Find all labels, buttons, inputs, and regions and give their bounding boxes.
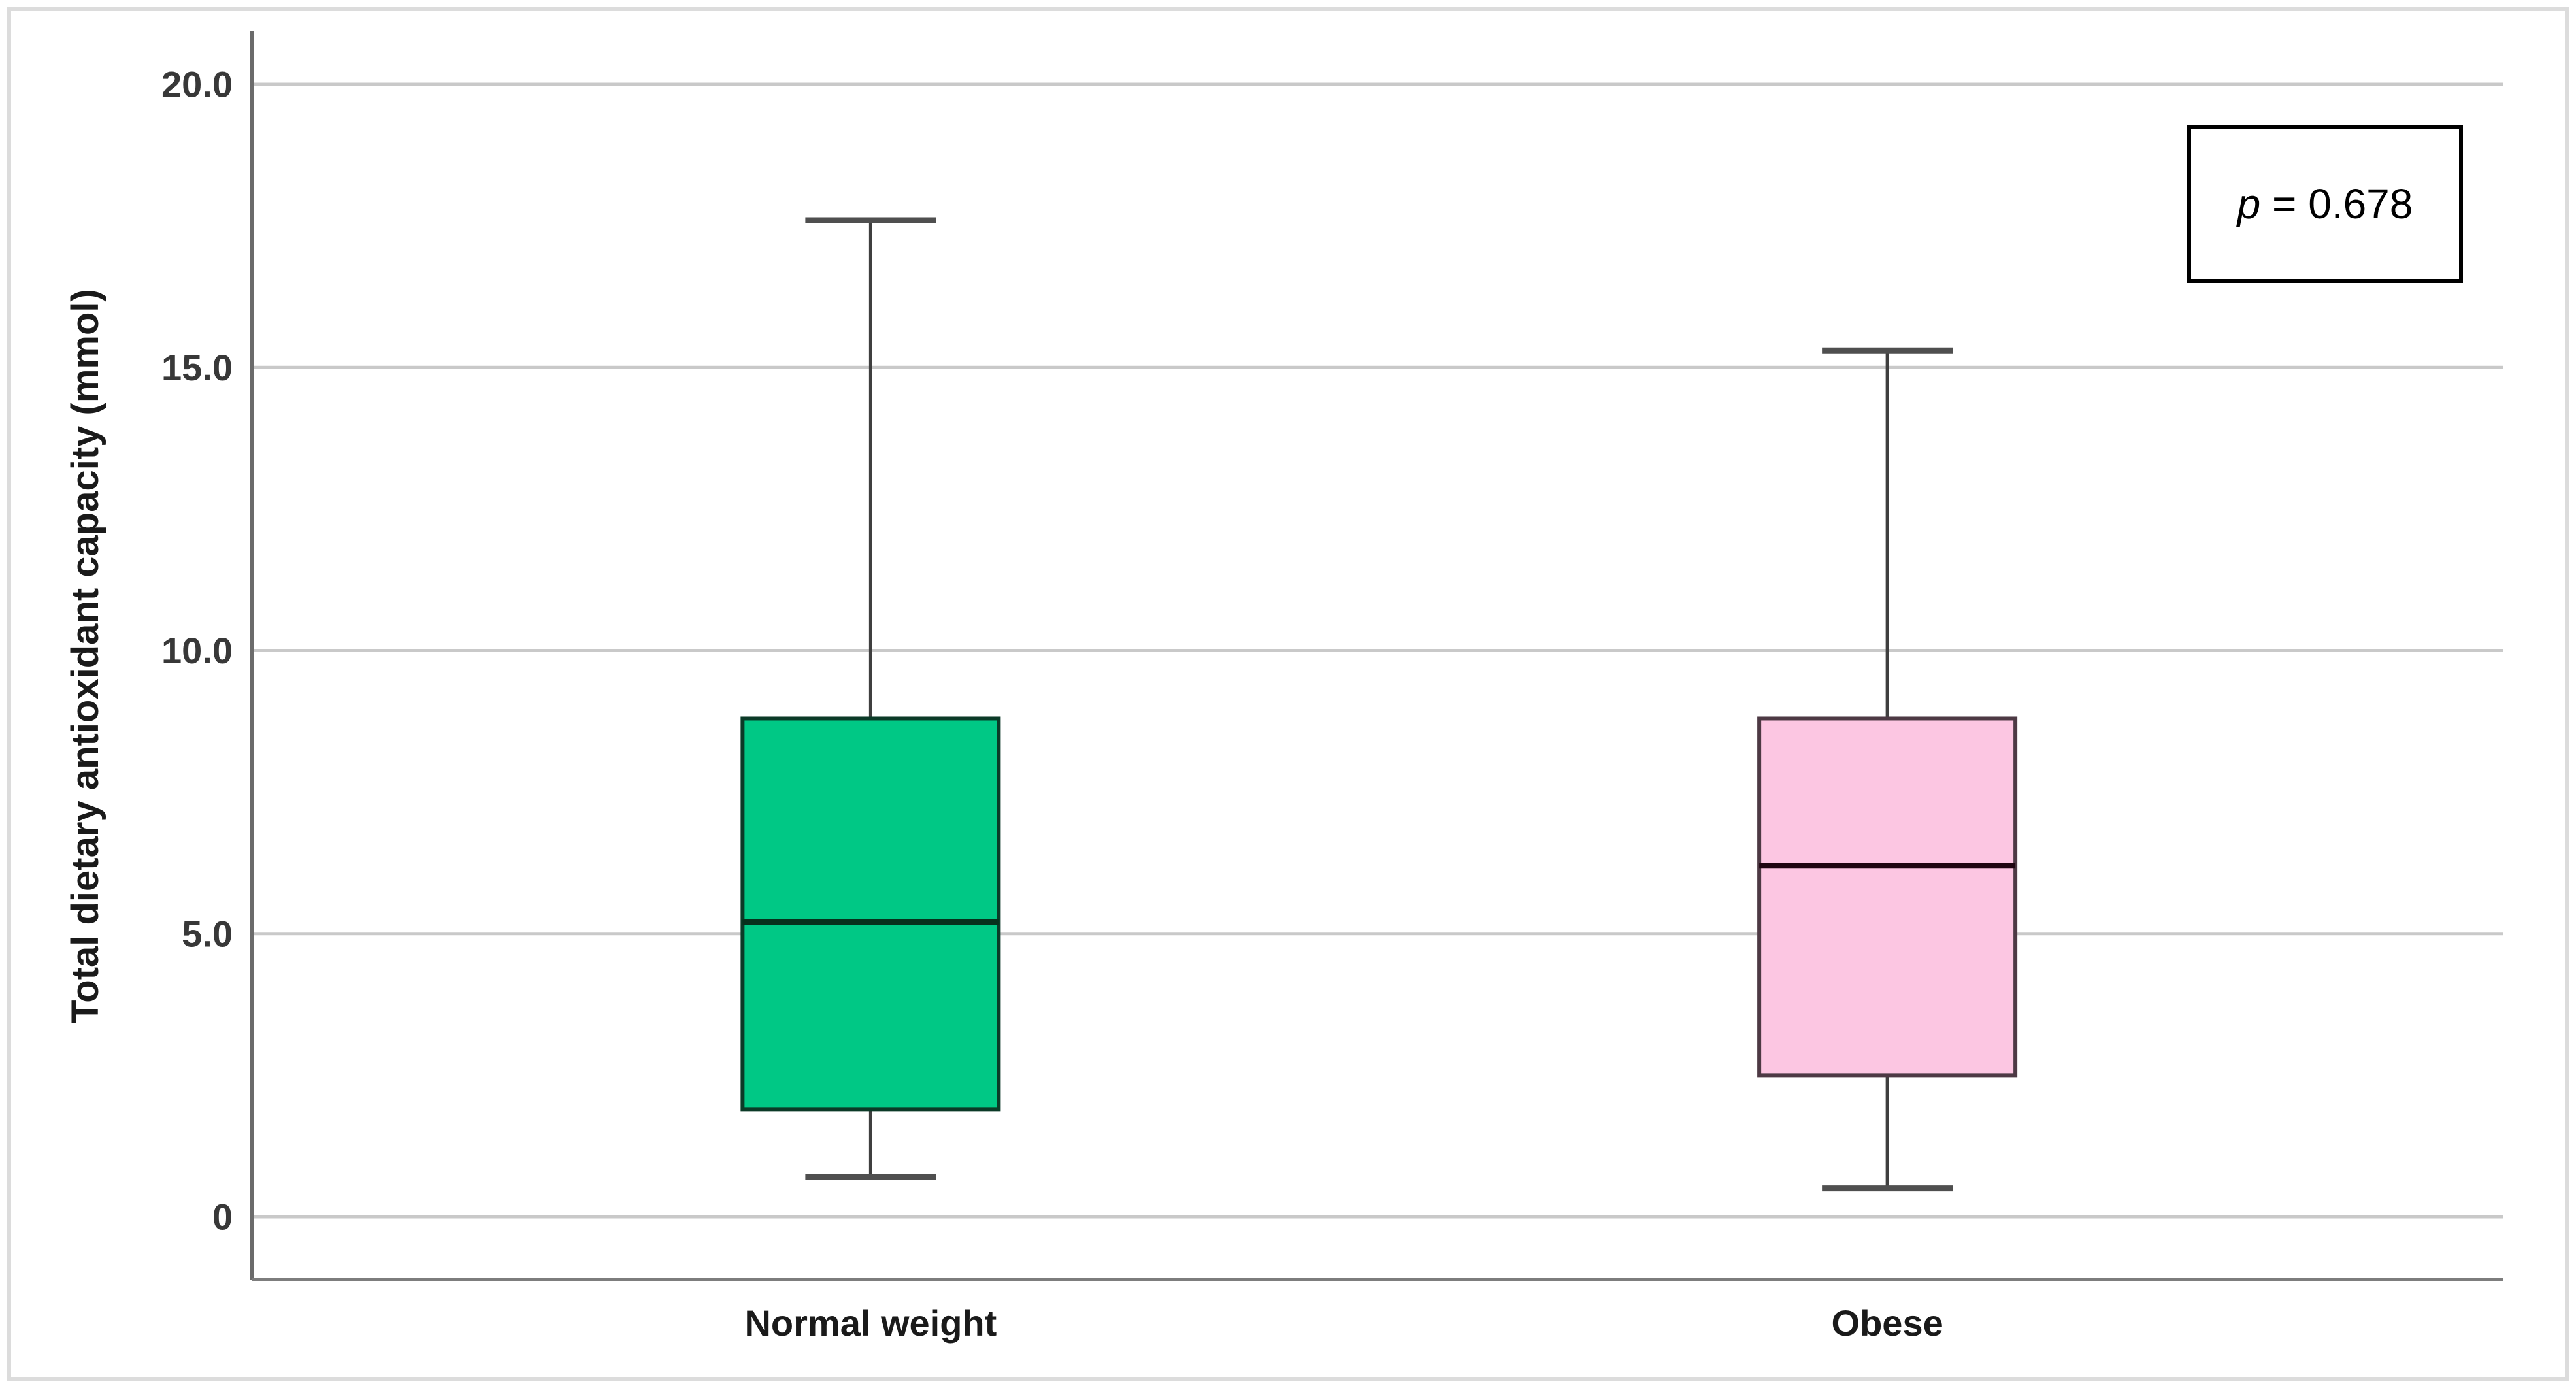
y-tick-label: 5.0: [182, 913, 233, 954]
box-series: [740, 217, 2018, 1192]
box-obese: [1757, 347, 2018, 1192]
y-tick-label: 20.0: [161, 64, 233, 105]
y-tick-labels: 0 5.0 10.0 15.0 20.0: [161, 64, 233, 1238]
box-normal-weight: [740, 217, 1001, 1180]
box-rect: [1757, 716, 2018, 1078]
p-value-box-border: [2187, 125, 2463, 283]
p-value-italic-p: p: [2236, 180, 2261, 227]
category-label: Normal weight: [744, 1302, 997, 1344]
figure-border: [7, 7, 2569, 1381]
p-value-number: = 0.678: [2260, 180, 2413, 227]
y-tick-label: 15.0: [161, 347, 233, 388]
box-rect: [740, 716, 1001, 1112]
y-tick-label: 0: [212, 1197, 233, 1238]
p-value-annotation: p = 0.678: [2187, 125, 2463, 283]
category-label: Obese: [1832, 1302, 1943, 1344]
gridlines: [252, 82, 2503, 1219]
y-tick-label: 10.0: [161, 630, 233, 671]
category-labels: Normal weight Obese: [744, 1302, 1943, 1344]
p-value-text: p = 0.678: [2236, 180, 2413, 227]
y-axis-title: Total dietary antioxidant capacity (mmol…: [64, 289, 107, 1023]
